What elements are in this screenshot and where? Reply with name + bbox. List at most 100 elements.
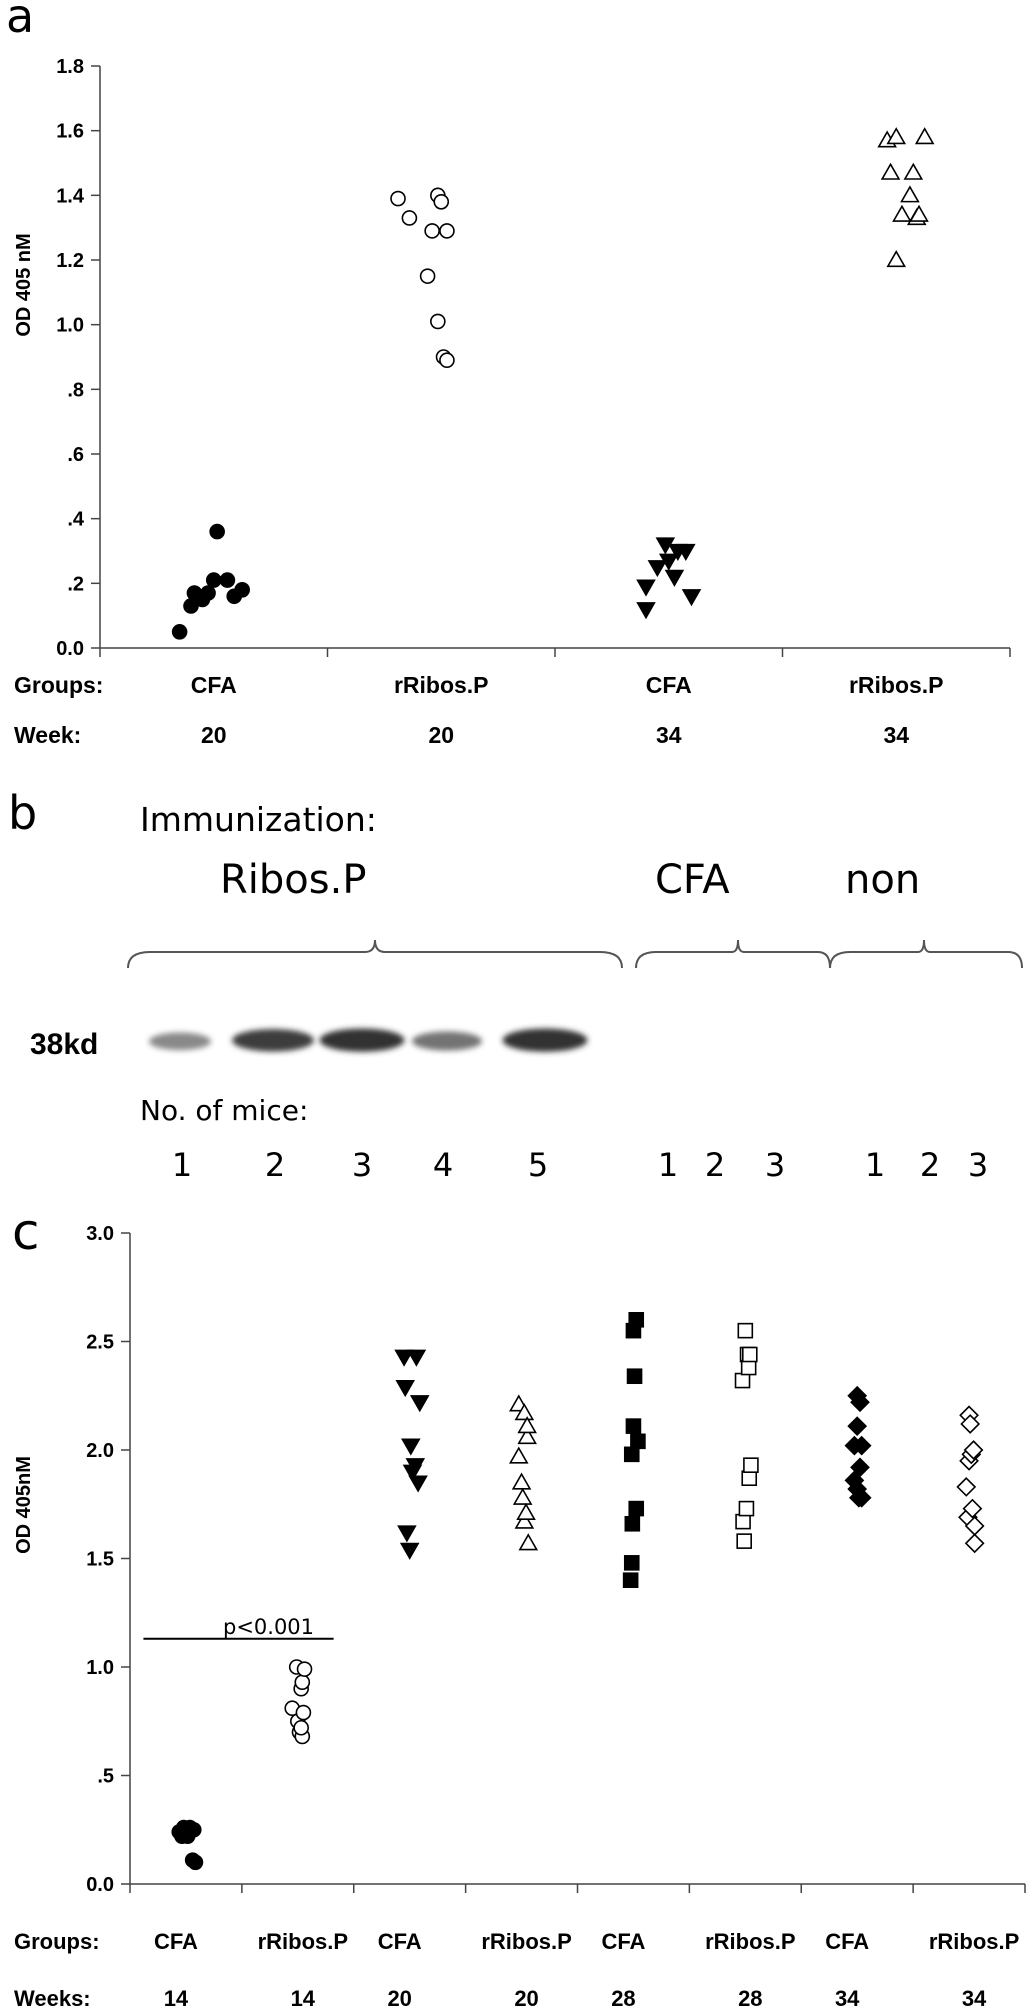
- group-6-points: [844, 1385, 872, 1508]
- lane-number: 1: [865, 1146, 885, 1184]
- group-0-points: [171, 1819, 204, 1871]
- data-point: [514, 1511, 535, 1529]
- data-point: [963, 1440, 984, 1460]
- data-point: [171, 624, 188, 640]
- group-4-points: [622, 1312, 646, 1588]
- y-tick-label: 2.5: [86, 1332, 114, 1354]
- panel-c-label: c: [12, 1203, 40, 1261]
- data-point: [681, 589, 702, 607]
- data-point: [419, 268, 436, 284]
- data-point: [628, 1312, 645, 1328]
- data-point: [408, 1475, 428, 1493]
- data-point: [850, 1457, 870, 1478]
- blot-band: [319, 1028, 405, 1052]
- week-label: 34: [962, 1986, 987, 2011]
- lane-number: 3: [352, 1146, 372, 1184]
- data-point: [628, 1500, 645, 1517]
- data-point: [636, 579, 656, 597]
- data-point: [658, 553, 679, 571]
- group-label: rRibos.P: [481, 1929, 571, 1954]
- group-label: CFA: [191, 672, 237, 698]
- lane-number: 1: [172, 1146, 192, 1184]
- data-point: [185, 1821, 202, 1838]
- data-point: [439, 223, 455, 239]
- panel-b-label: b: [8, 786, 37, 840]
- panel-a-points: [171, 127, 935, 640]
- panel-c-category-labels: Groups: Weeks: CFA 14 rRibos.P 14 CFA 20 rRibo…: [14, 1929, 1019, 2011]
- data-point: [187, 1854, 204, 1871]
- panel-c-week-row-label: Weeks:: [14, 1986, 91, 2011]
- data-point: [433, 194, 450, 210]
- group-5-points: [734, 1322, 759, 1549]
- data-point: [960, 1414, 981, 1434]
- blot-band: [232, 1029, 314, 1052]
- data-point: [740, 1359, 757, 1376]
- data-point: [512, 1487, 533, 1505]
- data-point: [847, 1416, 868, 1437]
- y-tick-label: 1.0: [56, 315, 84, 337]
- week-label: 28: [611, 1986, 635, 2011]
- data-point: [401, 1438, 421, 1456]
- data-point: [892, 204, 912, 222]
- data-point: [623, 1555, 640, 1571]
- data-point: [909, 204, 929, 222]
- data-point: [430, 313, 446, 330]
- blot-group-non: non: [845, 857, 920, 903]
- significance-label: p<0.001: [223, 1615, 314, 1639]
- data-point: [623, 1446, 640, 1463]
- data-point: [293, 1719, 309, 1736]
- data-point: [439, 352, 455, 369]
- group-label: CFA: [825, 1929, 869, 1954]
- group-2-points: [636, 537, 702, 620]
- data-point: [964, 1533, 985, 1554]
- data-point: [851, 1487, 872, 1508]
- y-tick-label: 0.0: [56, 638, 84, 660]
- week-label: 20: [428, 722, 454, 748]
- lane-number: 2: [265, 1146, 285, 1184]
- data-point: [676, 543, 696, 562]
- y-tick-label: 1.6: [56, 121, 84, 143]
- group-label: rRibos.P: [258, 1929, 348, 1954]
- y-tick-label: 1.2: [56, 250, 84, 272]
- group-label: rRibos.P: [929, 1929, 1019, 1954]
- y-tick-label: 1.5: [86, 1549, 114, 1571]
- lane-number: 5: [528, 1146, 548, 1184]
- brace-cfa: [635, 939, 831, 969]
- group-label: CFA: [154, 1929, 198, 1954]
- data-point: [624, 1515, 641, 1532]
- data-point: [737, 1322, 754, 1339]
- data-point: [234, 581, 250, 598]
- group-label: CFA: [378, 1929, 422, 1954]
- week-label: 34: [883, 722, 909, 748]
- data-point: [394, 1349, 414, 1367]
- data-point: [219, 572, 236, 588]
- panel-c-ylabel: OD 405nM: [13, 1456, 35, 1554]
- data-point: [200, 585, 216, 601]
- data-point: [886, 249, 907, 268]
- data-point: [630, 1433, 646, 1450]
- data-point: [409, 1395, 430, 1413]
- panel-a-category-labels: Groups: Week: CFA 20 rRibos.P 20 CFA 34 rRibos…: [14, 672, 944, 748]
- data-point: [508, 1446, 529, 1464]
- week-label: 34: [656, 722, 682, 748]
- data-point: [390, 190, 406, 207]
- y-tick-label: .5: [97, 1766, 114, 1788]
- panel-c-points: [171, 1312, 985, 1871]
- panel-a-label: a: [6, 0, 34, 43]
- group-3-points: [508, 1394, 539, 1551]
- lane-number: 3: [765, 1146, 785, 1184]
- data-point: [636, 602, 656, 620]
- data-point: [514, 1403, 535, 1421]
- panel-a: a OD 405 nM 0.0 .2 .4 .6 .8 1.0 1.2 1.4 1.6 1.8 G…: [6, 0, 1011, 748]
- week-label: 34: [835, 1986, 860, 2011]
- panel-c-groups-row-label: Groups:: [14, 1929, 100, 1954]
- data-point: [209, 523, 225, 540]
- data-point: [741, 1346, 758, 1363]
- data-point: [914, 127, 935, 145]
- y-tick-label: .4: [67, 509, 85, 531]
- data-point: [743, 1457, 759, 1473]
- group-2-points: [394, 1349, 430, 1560]
- blot-band: [502, 1028, 588, 1052]
